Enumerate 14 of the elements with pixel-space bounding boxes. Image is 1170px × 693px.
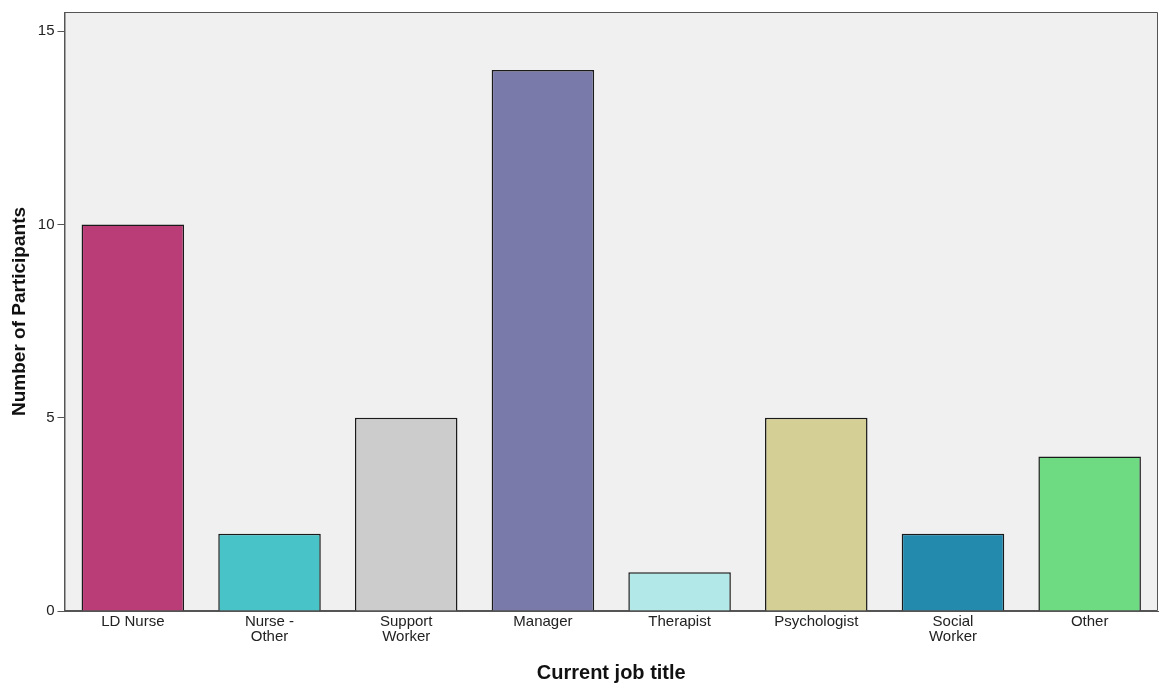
y-tick-label: 10 (37, 214, 55, 232)
x-axis-title: Current job title (536, 660, 686, 683)
x-tick-label: Therapist (648, 611, 712, 629)
x-tick-label: Other (1070, 611, 1109, 629)
y-tick-label: 0 (46, 601, 55, 619)
y-tick-label: 15 (37, 21, 55, 39)
x-tick-label: Support Worker (379, 611, 434, 644)
x-tick-label: Psychologist (774, 611, 860, 629)
x-tick-label: Manager (513, 611, 573, 629)
y-axis-title: Number of Participants (7, 206, 29, 417)
y-tick-label: 5 (46, 407, 55, 425)
x-tick-label: Nurse - Other (244, 611, 295, 644)
x-tick-label: LD Nurse (101, 611, 165, 629)
x-tick-label: Social Worker (928, 611, 977, 644)
